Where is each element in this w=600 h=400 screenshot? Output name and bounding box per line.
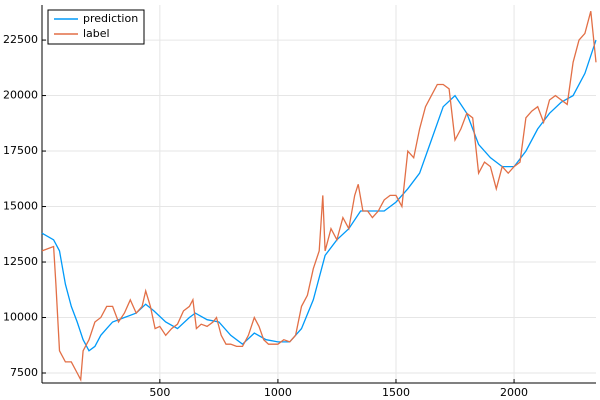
x-tick-label: 1500 xyxy=(382,386,410,399)
legend-box xyxy=(47,9,145,45)
y-tick-label: 22500 xyxy=(3,33,38,46)
legend-label: label xyxy=(83,27,110,40)
y-tick-label: 10000 xyxy=(3,311,38,324)
y-tick-label: 7500 xyxy=(10,366,38,379)
y-tick-label: 20000 xyxy=(3,89,38,102)
x-tick-label: 500 xyxy=(149,386,170,399)
series-line xyxy=(41,11,597,382)
legend-label: prediction xyxy=(83,12,138,25)
y-tick-label: 17500 xyxy=(3,144,38,157)
y-tick-label: 15000 xyxy=(3,200,38,213)
series-line xyxy=(41,39,597,352)
x-tick-label: 1000 xyxy=(264,386,292,399)
x-tick-label: 2000 xyxy=(500,386,528,399)
y-tick-label: 12500 xyxy=(3,255,38,268)
